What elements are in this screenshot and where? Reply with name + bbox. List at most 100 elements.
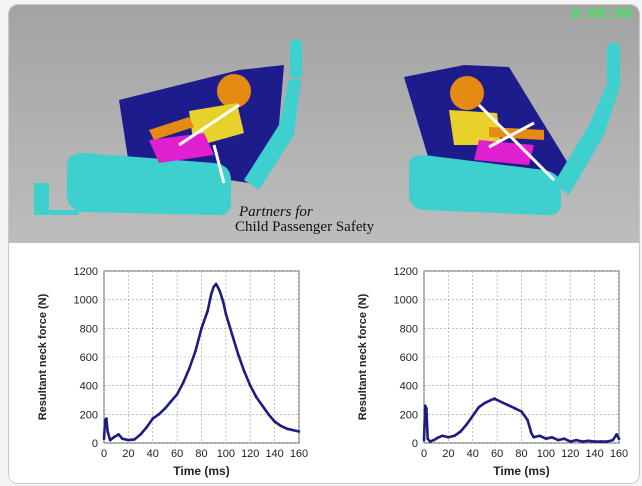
chart-left-data-point	[175, 392, 179, 396]
left-child-arm	[149, 117, 194, 140]
chart-right-y-tick-label: 1000	[394, 295, 418, 307]
chart-left-data-point	[127, 438, 130, 442]
chart-right-data-point	[514, 407, 517, 410]
chart-left-data-point	[194, 349, 197, 353]
chart-right-x-tick-label: 160	[610, 448, 628, 460]
chart-right-data-point	[550, 435, 554, 439]
right-seat-back-cushion	[554, 80, 621, 195]
chart-left-x-tick-label: 20	[122, 448, 134, 460]
chart-right-y-tick-label: 1200	[394, 266, 418, 278]
chart-right-x-tick-label: 60	[491, 448, 503, 460]
left-seat-belt	[178, 103, 240, 184]
chart-left-data-point	[209, 292, 213, 296]
chart-right-x-tick-label: 100	[537, 448, 555, 460]
right-child-torso	[449, 110, 501, 145]
chart-left-data-point	[163, 407, 167, 410]
chart-left-y-tick-label: 600	[80, 352, 98, 364]
chart-right-data-point	[617, 437, 621, 440]
right-seat-belt	[477, 103, 556, 182]
chart-right-data-point	[428, 440, 432, 443]
chart-left-x-tick-label: 140	[265, 448, 283, 460]
chart-left-data-point	[120, 437, 124, 440]
chart-right-data-point	[605, 440, 609, 443]
chart-right-data-point	[568, 440, 572, 443]
chart-left-data-point	[200, 327, 203, 330]
chart-right-data-point	[615, 433, 618, 436]
caption-line-1: Partners for	[239, 204, 313, 220]
left-child-pelvis	[149, 133, 214, 163]
chart-right-data-point	[501, 401, 505, 405]
chart-right-x-tick-label: 40	[467, 448, 479, 460]
left-neck-force-chart: 0 20 40 60 80 100 120 140 160 0 200 400 600 800 1000 12…	[37, 266, 308, 478]
chart-right-data-point	[477, 405, 481, 409]
chart-right-x-tick-label: 0	[421, 448, 427, 460]
chart-right-data-point	[471, 414, 475, 418]
chart-left-data-point	[273, 420, 276, 423]
chart-left-y-tick-label: 200	[80, 409, 98, 421]
chart-left-y-tick-label: 800	[80, 323, 98, 335]
caption: Partners for Child Passenger Safety	[235, 205, 374, 235]
crash-test-illustration-panel: 0:00:00 Partners for Child Passenger Saf…	[9, 5, 639, 243]
chart-left-data-point	[236, 352, 240, 356]
chart-left-x-tick-label: 60	[171, 448, 183, 460]
chart-left-x-tick-label: 100	[217, 448, 235, 460]
left-booster-seat-figure	[34, 39, 302, 216]
chart-right-x-tick-label: 120	[561, 448, 579, 460]
left-seat-back-cushion	[244, 80, 301, 190]
left-child-head	[217, 74, 251, 108]
chart-right-data-point	[544, 437, 548, 440]
chart-right-data-point	[437, 435, 440, 439]
chart-right-series-line	[422, 397, 621, 443]
chart-right-data-point	[423, 404, 427, 408]
chart-right-data-point	[562, 437, 566, 440]
chart-left-data-point	[218, 289, 222, 293]
chart-left-data-point	[230, 332, 234, 336]
slide: 0:00:00 Partners for Child Passenger Saf…	[8, 4, 640, 484]
chart-right-data-point	[483, 401, 487, 405]
chart-left-y-axis-label: Resultant neck force (N)	[37, 293, 49, 420]
chart-right-x-axis-label: Time (ms)	[493, 464, 549, 478]
chart-left-data-point	[285, 427, 289, 430]
video-timestamp: 0:00:00	[571, 7, 633, 22]
chart-right-data-point	[520, 410, 523, 413]
chart-right-data-point	[538, 434, 542, 438]
chart-left-y-tick-label: 1000	[74, 295, 98, 307]
chart-right-data-point	[495, 398, 499, 402]
chart-right-y-tick-label: 0	[412, 438, 418, 450]
chart-right-data-point	[426, 437, 429, 440]
chart-right-x-tick-label: 140	[585, 448, 603, 460]
chart-left-data-point	[224, 312, 228, 316]
chart-left-data-point	[279, 424, 283, 428]
right-seat-headrest	[607, 43, 620, 85]
chart-right-data-point	[459, 430, 462, 433]
chart-right-y-tick-label: 600	[400, 352, 418, 364]
chart-left-data-point	[112, 435, 116, 439]
neck-force-charts-panel: 0 20 40 60 80 100 120 140 160 0 200 400 600 800 1000 12…	[9, 243, 639, 483]
chart-left-data-point	[214, 282, 218, 286]
chart-right-data-point	[422, 438, 426, 442]
chart-left-data-point	[255, 395, 258, 399]
chart-left-data-point	[261, 404, 264, 408]
left-seat-base	[67, 153, 231, 216]
chart-right-y-axis-label: Resultant neck force (N)	[357, 293, 369, 420]
chart-right-x-tick-label: 20	[442, 448, 454, 460]
chart-left-data-point	[151, 417, 155, 420]
chart-left-data-point	[242, 370, 246, 373]
chart-left-y-tick-label: 0	[92, 438, 98, 450]
child-seat-illustrations	[34, 39, 621, 216]
chart-right-data-point	[508, 404, 511, 408]
chart-left-data-point	[181, 381, 185, 385]
chart-right-y-tick-label: 200	[400, 409, 418, 421]
chart-left-data-point	[108, 438, 112, 442]
chart-right-data-point	[465, 423, 468, 426]
chart-left-x-tick-label: 40	[147, 448, 159, 460]
chart-left-y-tick-label: 1200	[74, 266, 98, 278]
chart-right-data-point	[581, 440, 584, 443]
chart-left-data-point	[212, 285, 215, 289]
right-neck-force-chart: 0 20 40 60 80 100 120 140 160 0 200 400 600 800 1000 12…	[357, 266, 628, 478]
chart-left-data-point	[157, 413, 161, 416]
chart-left-data-point	[105, 417, 108, 420]
chart-right-data-point	[556, 438, 560, 442]
chart-right-data-point	[611, 438, 615, 442]
chart-left-data-point	[188, 367, 191, 370]
